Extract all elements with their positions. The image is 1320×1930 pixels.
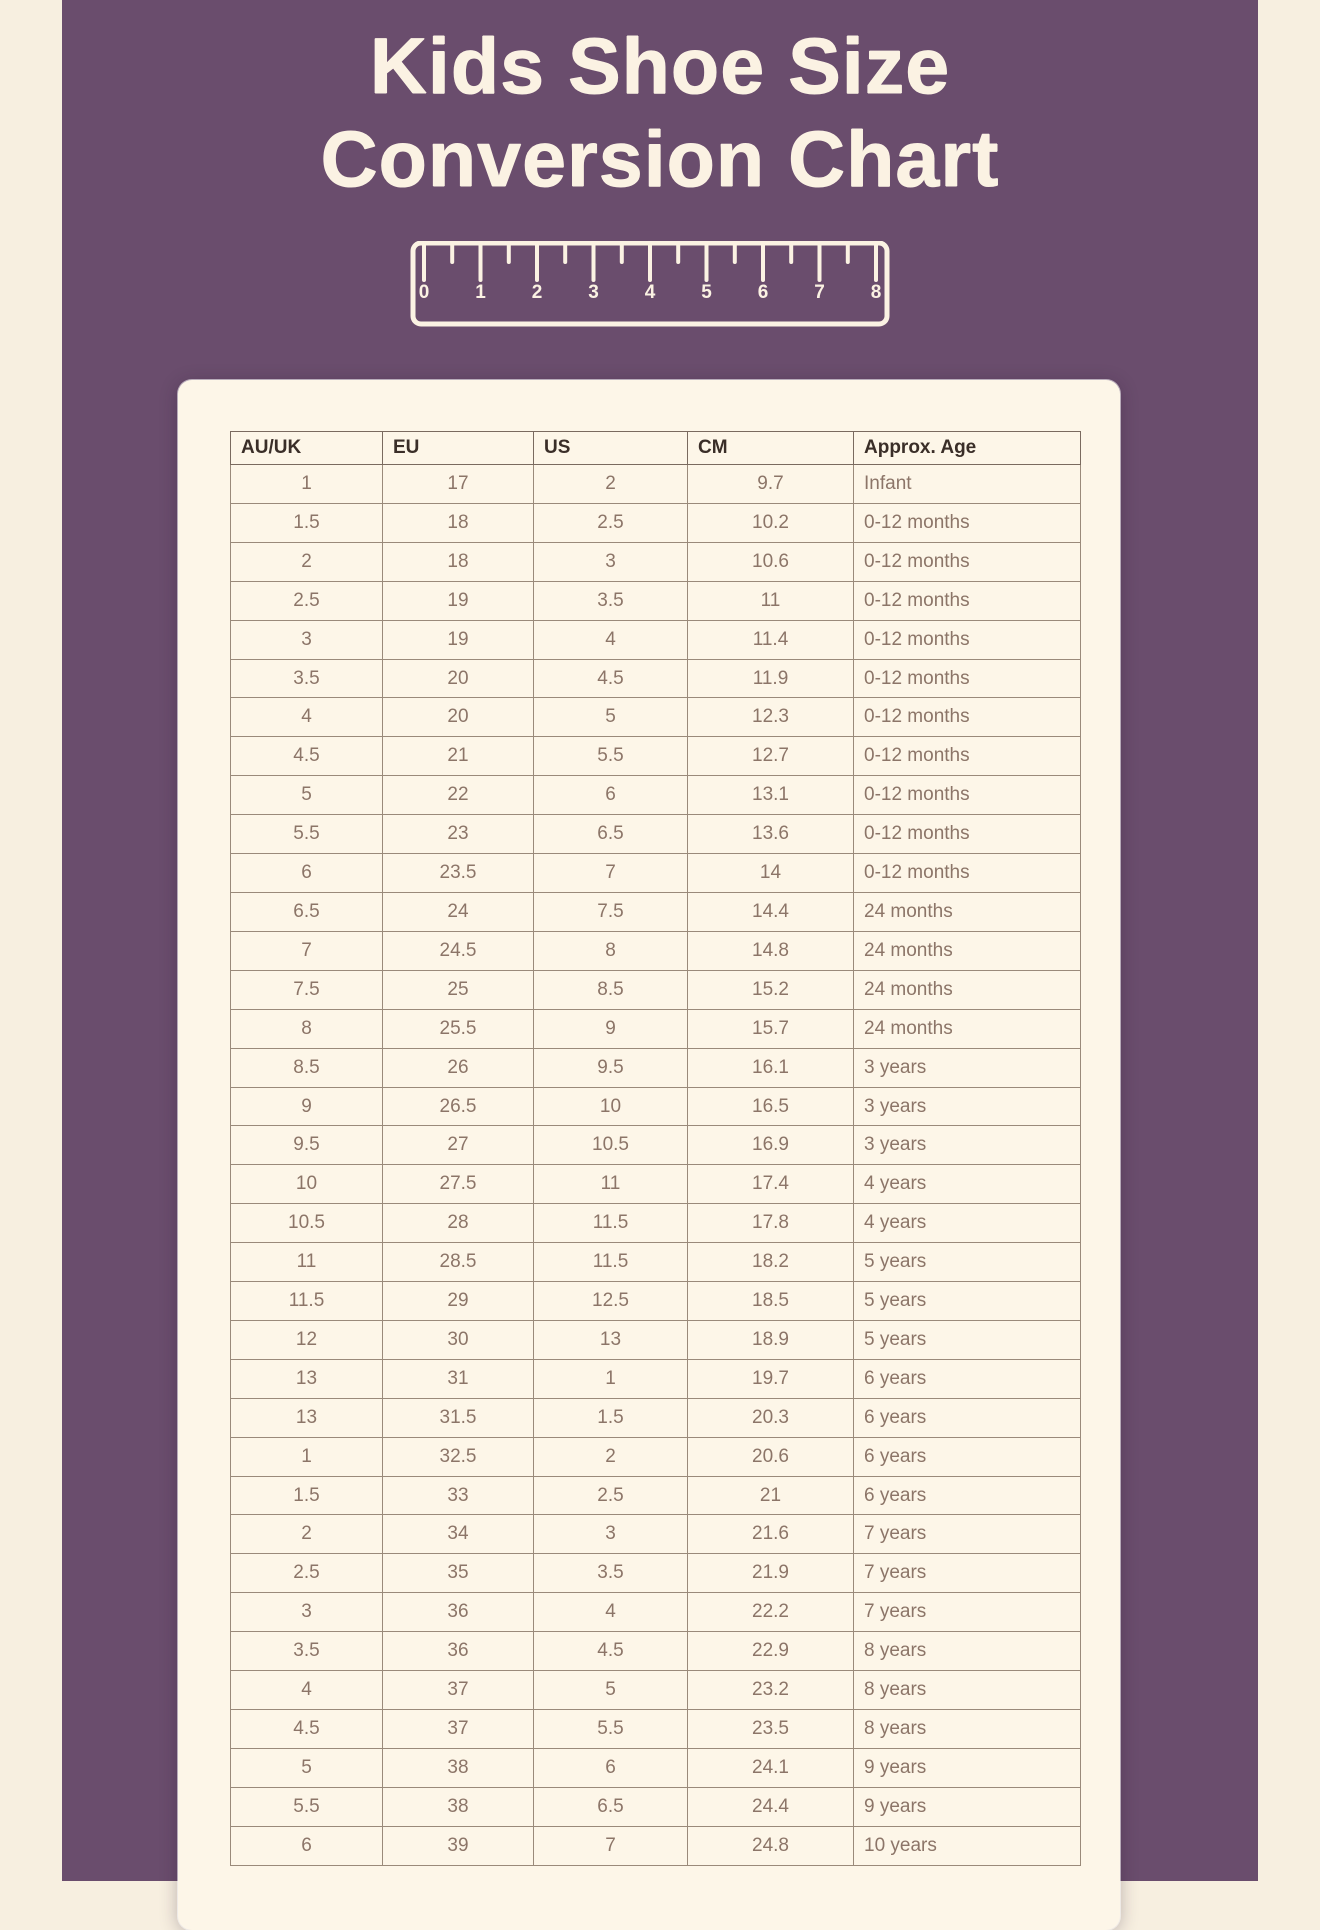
- svg-text:0: 0: [419, 282, 430, 303]
- svg-text:3: 3: [588, 282, 599, 303]
- svg-text:2: 2: [532, 282, 543, 303]
- svg-text:1: 1: [475, 282, 486, 303]
- svg-text:6: 6: [758, 282, 769, 303]
- svg-text:5: 5: [701, 282, 712, 303]
- svg-text:4: 4: [645, 282, 656, 303]
- svg-text:8: 8: [871, 282, 882, 303]
- svg-text:7: 7: [814, 282, 825, 303]
